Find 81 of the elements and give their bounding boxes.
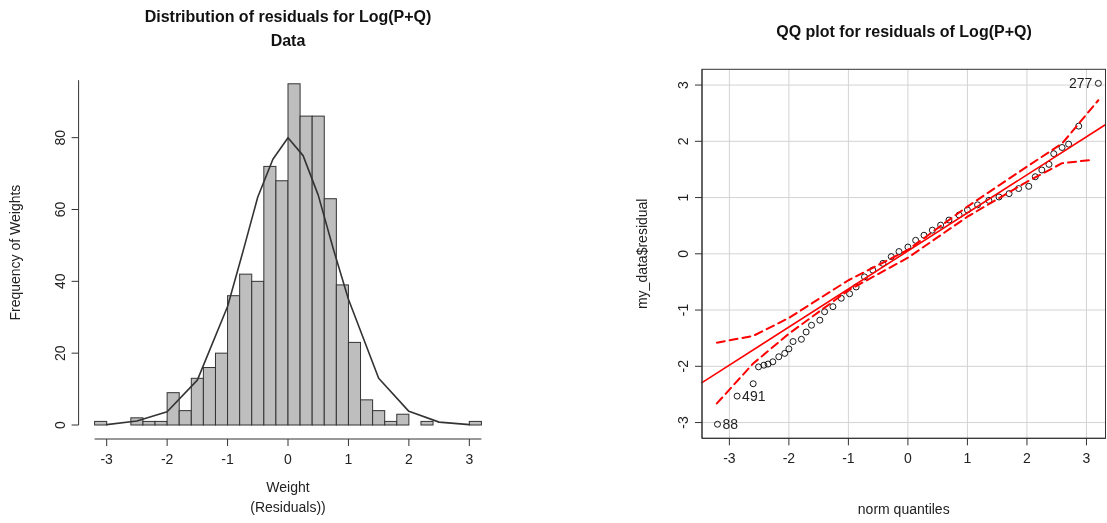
point [937, 221, 945, 229]
x-axis-title: norm quantiles [857, 501, 950, 517]
point [797, 335, 805, 343]
x-tick-label: -1 [842, 450, 855, 467]
y-tick-label: 1 [675, 193, 691, 202]
point [869, 266, 877, 274]
chart-title: QQ plot for residuals of Log(P+Q) [776, 23, 1032, 40]
point [1094, 79, 1102, 87]
point [821, 308, 829, 316]
point [945, 216, 953, 224]
x-tick-label: 0 [284, 451, 293, 467]
chart-subtitle: Data [270, 32, 306, 49]
point [1031, 173, 1039, 181]
point [755, 363, 762, 371]
point [912, 236, 920, 244]
x-tick-label: 2 [404, 451, 413, 467]
x-tick-label: -3 [100, 451, 114, 467]
point [852, 283, 860, 291]
y-tick-label: 0 [51, 420, 68, 429]
y-axis-title: Frequency of Weights [7, 184, 23, 321]
point [775, 353, 783, 361]
y-tick-label: 40 [51, 273, 68, 290]
x-tick-label: 1 [963, 450, 972, 467]
point [879, 259, 887, 267]
point [802, 328, 810, 336]
point [785, 345, 793, 353]
point [955, 211, 963, 219]
point [920, 231, 928, 239]
point [749, 380, 757, 388]
point [1058, 144, 1066, 151]
annotation: 491 [742, 388, 766, 405]
point [1038, 166, 1046, 174]
y-axis-title: my_data$residual [634, 198, 650, 310]
y-tick-label: 2 [675, 137, 691, 146]
x-axis-title: Weight (Residuals)) [250, 479, 326, 515]
y-tick-label: -1 [675, 303, 691, 317]
x-tick-label: 2 [1023, 450, 1032, 467]
point [769, 358, 777, 366]
point [974, 201, 981, 209]
point [760, 361, 768, 369]
annotation: 88 [722, 416, 739, 433]
point [1025, 182, 1033, 190]
y-tick-label: -3 [675, 416, 691, 429]
point [789, 338, 797, 345]
point [1015, 185, 1023, 192]
point [1075, 122, 1083, 130]
point [887, 253, 895, 261]
y-tick-label: 3 [675, 80, 691, 89]
point [781, 349, 789, 357]
point [733, 392, 741, 400]
point [808, 321, 815, 329]
x-tick-label: 0 [904, 450, 913, 467]
point [895, 248, 903, 255]
point [995, 193, 1003, 201]
point [861, 273, 868, 281]
point [904, 243, 912, 251]
point [1005, 190, 1013, 198]
point [714, 420, 721, 428]
x-tick-label: 3 [1082, 450, 1091, 467]
y-tick-label: -2 [675, 359, 691, 373]
y-tick-label: 80 [51, 129, 68, 146]
point [764, 360, 772, 368]
x-tick-label: -2 [160, 451, 174, 467]
y-tick-label: 0 [675, 249, 691, 258]
y-tick-label: 60 [51, 201, 68, 218]
x-tick-label: 3 [465, 451, 474, 467]
annotation: 277 [1069, 75, 1093, 92]
x-tick-label: -2 [782, 450, 796, 467]
point [829, 303, 837, 311]
chart-title: Distribution of residuals for Log(P+Q) [144, 8, 432, 25]
x-tick-label: -3 [723, 450, 736, 467]
point [985, 196, 993, 204]
y-tick-label: 20 [51, 345, 68, 361]
point [1045, 160, 1053, 168]
point [1050, 150, 1058, 158]
point [928, 226, 936, 234]
point [816, 316, 824, 324]
x-tick-label: -1 [221, 451, 234, 467]
point [846, 290, 854, 298]
x-tick-label: 1 [344, 451, 353, 467]
point [1065, 140, 1073, 148]
